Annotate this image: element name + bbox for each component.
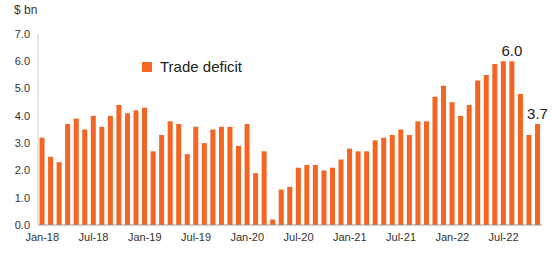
svg-text:2.0: 2.0 <box>15 164 30 176</box>
svg-text:6.0: 6.0 <box>501 42 522 59</box>
html-text:Trade deficit: Trade deficit <box>160 58 242 75</box>
svg-text:Jan-21: Jan-21 <box>333 231 367 243</box>
svg-text:6.0: 6.0 <box>15 55 30 67</box>
svg-text:3.0: 3.0 <box>15 137 30 149</box>
html-text:$ bn: $ bn <box>14 3 38 17</box>
svg-text:1.0: 1.0 <box>15 192 30 204</box>
svg-text:Jan-19: Jan-19 <box>128 231 162 243</box>
svg-text:Jan-20: Jan-20 <box>230 231 264 243</box>
svg-text:Jan-22: Jan-22 <box>435 231 469 243</box>
svg-text:3.7: 3.7 <box>527 105 544 122</box>
svg-text:0.0: 0.0 <box>15 219 30 231</box>
svg-text:5.0: 5.0 <box>15 82 30 94</box>
svg-text:Jul-18: Jul-18 <box>79 231 109 243</box>
svg-text:Jul-20: Jul-20 <box>284 231 314 243</box>
svg-text:Jul-22: Jul-22 <box>489 231 519 243</box>
svg-text:7.0: 7.0 <box>15 28 30 40</box>
svg-text:Jul-19: Jul-19 <box>181 231 211 243</box>
svg-text:4.0: 4.0 <box>15 110 30 122</box>
svg-text:Jan-18: Jan-18 <box>25 231 59 243</box>
svg-text:Jul-21: Jul-21 <box>386 231 416 243</box>
